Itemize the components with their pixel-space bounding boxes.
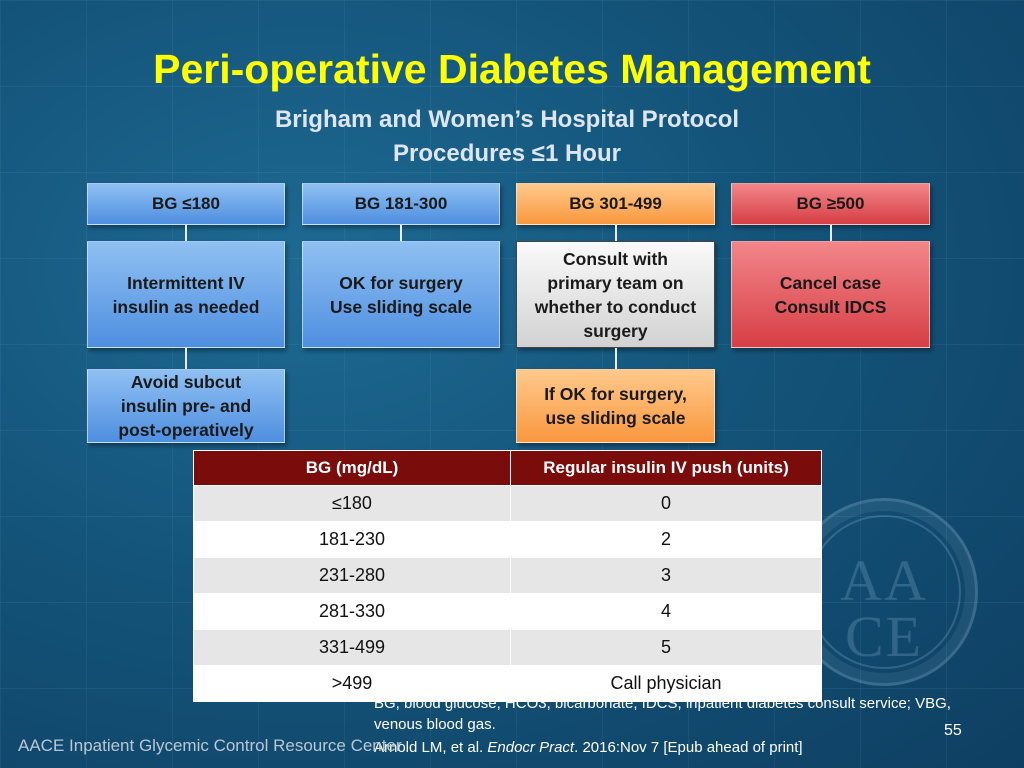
connector [830, 225, 832, 241]
footnotes: BG, blood glucose; HCO3, bicarbonate; ID… [374, 693, 954, 758]
column-header-bg: BG (mg/dL) [193, 450, 511, 486]
subtitle-line-2: Procedures ≤1 Hour [393, 140, 621, 167]
reference-citation: Arnold LM, et al. Endocr Pract. 2016:Nov… [374, 739, 803, 756]
connector [400, 225, 402, 241]
table-cell-bg: >499 [193, 665, 511, 702]
table-cell-units: 2 [510, 521, 822, 558]
slide-title: Peri-operative Diabetes Management [153, 46, 871, 92]
bg-range-header-3: BG 301-499 [516, 183, 715, 225]
slide-subtitle: Brigham and Women’s Hospital Protocol Pr… [0, 103, 1014, 171]
table-cell-bg: 331-499 [193, 629, 511, 666]
table-cell-units: 0 [510, 485, 822, 522]
followup-box-1: Avoid subcut insulin pre- and post-opera… [87, 369, 285, 443]
journal-name: Endocr Pract [487, 739, 575, 756]
bg-range-header-4: BG ≥500 [731, 183, 930, 225]
table-row: 231-280 3 [193, 557, 822, 594]
table-row: >499 Call physician [193, 665, 822, 702]
connector [185, 225, 187, 241]
action-box-2-line-1: OK for surgery [339, 272, 463, 293]
action-box-2-line-2: Use sliding scale [329, 296, 472, 317]
subtitle-line-1: Brigham and Women’s Hospital Protocol [274, 106, 740, 133]
table-row: ≤180 0 [193, 485, 822, 522]
table-cell-bg: 281-330 [193, 593, 511, 630]
table-cell-bg: ≤180 [193, 485, 511, 522]
action-box-2: OK for surgery Use sliding scale [302, 241, 500, 348]
action-box-4-line-2: Consult IDCS [774, 296, 887, 317]
table-row: 331-499 5 [193, 629, 822, 666]
connector [185, 348, 187, 369]
connector [615, 225, 617, 241]
table-cell-units: 3 [510, 557, 822, 594]
followup-box-3: If OK for surgery, use sliding scale [516, 369, 715, 443]
table-header-row: BG (mg/dL) Regular insulin IV push (unit… [193, 450, 822, 486]
action-box-3: Consult with primary team on whether to … [516, 241, 715, 348]
column-header-insulin: Regular insulin IV push (units) [510, 450, 822, 486]
action-box-1: Intermittent IV insulin as needed [87, 241, 285, 348]
connector [615, 348, 617, 369]
page-number: 55 [944, 722, 962, 739]
action-box-4-line-1: Cancel case [779, 272, 882, 293]
insulin-dose-table: BG (mg/dL) Regular insulin IV push (unit… [193, 450, 822, 702]
table-row: 181-230 2 [193, 521, 822, 558]
table-cell-units: Call physician [510, 665, 822, 702]
action-box-4: Cancel case Consult IDCS [731, 241, 930, 348]
abbreviations-note: BG, blood glucose; HCO3, bicarbonate; ID… [374, 695, 951, 733]
bg-range-header-2: BG 181-300 [302, 183, 500, 225]
bg-range-header-1: BG ≤180 [87, 183, 285, 225]
table-cell-units: 4 [510, 593, 822, 630]
table-cell-units: 5 [510, 629, 822, 666]
table-cell-bg: 181-230 [193, 521, 511, 558]
footer-org-name: AACE Inpatient Glycemic Control Resource… [18, 736, 402, 755]
table-row: 281-330 4 [193, 593, 822, 630]
table-cell-bg: 231-280 [193, 557, 511, 594]
